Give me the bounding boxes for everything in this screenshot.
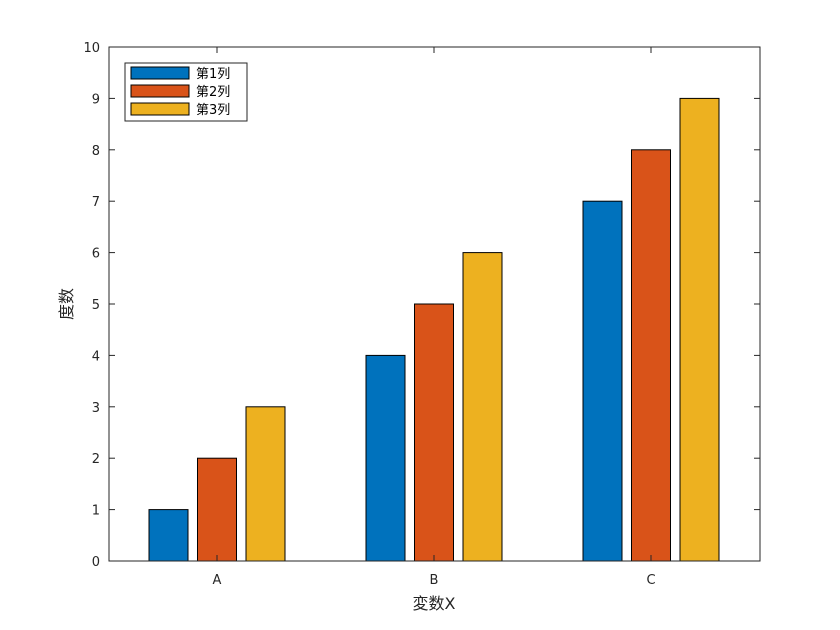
y-tick-label: 7 [92, 195, 100, 210]
legend-label-series1: 第1列 [196, 67, 230, 82]
y-tick-label: 9 [92, 92, 100, 107]
x-tick-label: A [213, 573, 222, 588]
y-tick-label: 10 [83, 41, 100, 56]
y-tick-label: 3 [92, 401, 100, 416]
y-tick-label: 4 [92, 349, 100, 364]
y-tick-label: 2 [92, 452, 100, 467]
bar-series2-a [197, 457, 237, 562]
y-tick-label: 5 [92, 298, 100, 313]
x-axis-title: 変数X [413, 594, 456, 613]
bar-series3-a [245, 406, 286, 562]
bar-series1-a [148, 509, 189, 562]
y-tick-label: 1 [92, 504, 100, 519]
bars-layer [148, 97, 720, 562]
y-tick-label: 6 [92, 247, 100, 262]
x-axis: A B C [213, 47, 656, 588]
bar-series3-c [679, 97, 720, 562]
bar-series2-b [414, 303, 454, 562]
y-tick-label: 0 [92, 555, 100, 570]
bar-series1-b [365, 354, 406, 562]
y-axis: 0 1 2 3 4 5 6 7 8 9 10 [83, 41, 760, 570]
x-tick-label: C [646, 573, 655, 588]
bar-series2-c [631, 149, 671, 562]
legend-swatch-series1 [130, 66, 190, 80]
legend-label-series2: 第2列 [196, 85, 230, 100]
legend-swatch-series2 [130, 84, 190, 98]
y-axis-title: 度数 [57, 288, 76, 320]
legend-swatch-series3 [130, 102, 190, 116]
bar-series1-c [582, 200, 623, 562]
bar-series3-b [462, 252, 503, 562]
legend-label-series3: 第3列 [196, 103, 230, 118]
y-tick-label: 8 [92, 144, 100, 159]
x-tick-label: B [430, 573, 439, 588]
